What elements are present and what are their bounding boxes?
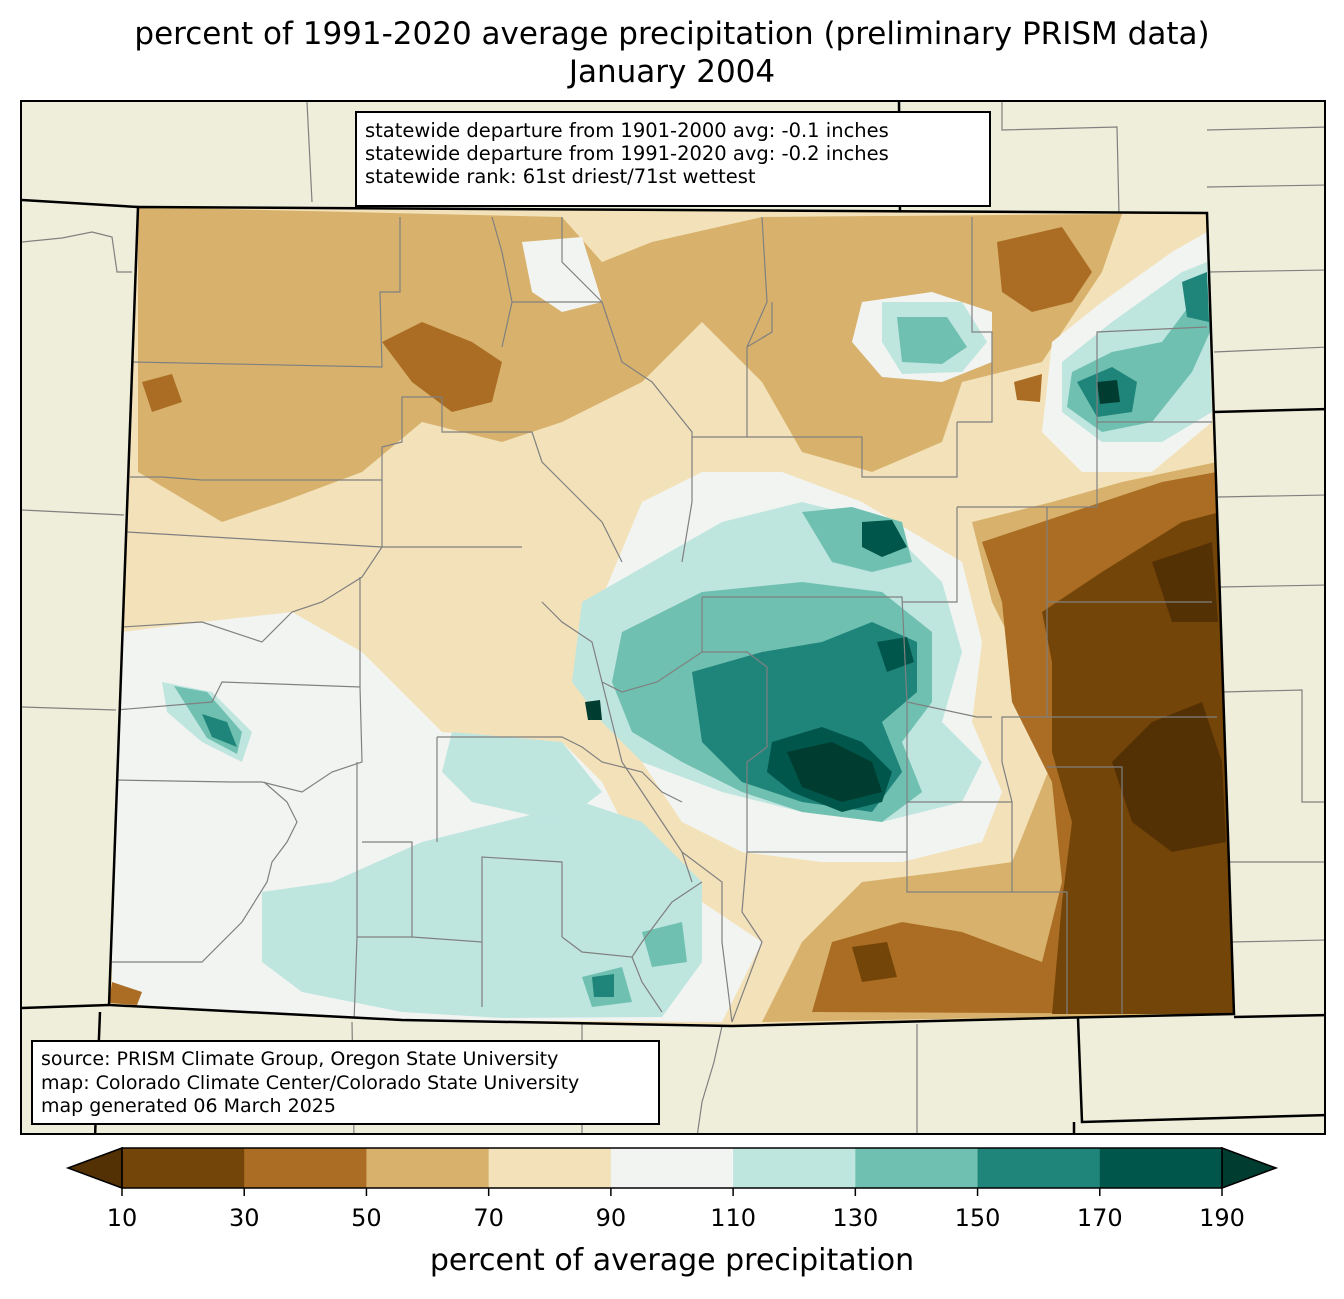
region-30-50-ne2 <box>1014 374 1042 402</box>
colorbar-label: percent of average precipitation <box>429 1243 915 1278</box>
colorbar-bin-10-30 <box>122 1148 245 1188</box>
colorbar-bin-30-50 <box>244 1148 367 1188</box>
region-170-190-ne <box>862 520 907 557</box>
colorbar-outline <box>121 1147 1223 1189</box>
map-frame <box>20 100 1326 1135</box>
colorbar-tick-label: 110 <box>710 1204 757 1232</box>
region-130-150-n <box>897 317 967 364</box>
region-150-170-s <box>592 974 614 997</box>
region-30-50-nw <box>382 322 502 412</box>
stats-departure-1901-2000: statewide departure from 1901-2000 avg: … <box>365 119 889 142</box>
colorbar-tick-label: 70 <box>473 1204 504 1232</box>
colorbar-bin-170-190 <box>1099 1148 1223 1188</box>
colorado-county-lines <box>112 216 1217 1023</box>
colorbar-bin-110-130 <box>733 1148 856 1188</box>
map-subtitle-date: January 2004 <box>568 54 776 90</box>
colorbar-bin-50-70 <box>366 1148 490 1188</box>
region-30-50-se-blob <box>852 942 897 982</box>
map-credit-line: map: Colorado Climate Center/Colorado St… <box>41 1071 580 1094</box>
colorbar-tick-label: 190 <box>1199 1204 1245 1232</box>
colorbar-tick-label: 50 <box>351 1204 382 1232</box>
region-30-50-nw2 <box>142 374 182 412</box>
colorbar-bin-130-150 <box>855 1148 979 1188</box>
region-30-50-ne <box>997 227 1092 312</box>
colorbar-tick-label: 30 <box>228 1204 260 1232</box>
colorbar-under-arrow <box>65 1146 123 1190</box>
region-30-50-sw <box>109 982 142 1005</box>
colorbar-bin-70-90 <box>488 1148 612 1188</box>
colorbar-tick-label: 90 <box>595 1204 627 1232</box>
stats-departure-1991-2020: statewide departure from 1991-2020 avg: … <box>365 142 889 165</box>
generated-date-line: map generated 06 March 2025 <box>41 1095 336 1117</box>
colorbar-tick-label: 150 <box>954 1204 1001 1232</box>
precipitation-field <box>109 207 1234 1026</box>
colorbar-tick-label: 130 <box>832 1204 879 1232</box>
region-above-190-w <box>585 700 602 720</box>
region-below-10-east <box>1112 702 1226 852</box>
region-130-150-s2 <box>642 922 687 967</box>
region-50-70-north <box>138 207 1122 522</box>
colorado-state-border <box>107 205 1236 1028</box>
stats-rank: statewide rank: 61st driest/71st wettest <box>365 165 756 188</box>
colorbar-over-arrow <box>1221 1146 1279 1190</box>
source-credits-box: source: PRISM Climate Group, Oregon Stat… <box>31 1040 660 1125</box>
region-110-130-sw2 <box>442 732 602 822</box>
precipitation-map <box>22 102 1324 1133</box>
region-30-50-e <box>987 537 1027 587</box>
region-above-190-center <box>787 742 882 802</box>
colorbar-bin-150-170 <box>977 1148 1101 1188</box>
colorbar <box>65 1146 1279 1196</box>
statewide-stats-box: statewide departure from 1901-2000 avg: … <box>355 111 991 207</box>
region-150-170-w <box>202 714 237 747</box>
colorbar-bin-90-110 <box>610 1148 734 1188</box>
source-line: source: PRISM Climate Group, Oregon Stat… <box>41 1048 559 1070</box>
region-150-170-nee <box>1182 272 1209 322</box>
region-above-190-ne <box>1097 380 1120 404</box>
colorbar-tick-label: 170 <box>1076 1204 1123 1232</box>
map-title: percent of 1991-2020 average precipitati… <box>134 16 1210 52</box>
region-90-110-n2 <box>522 237 602 312</box>
colorbar-tick-label: 10 <box>106 1204 138 1232</box>
